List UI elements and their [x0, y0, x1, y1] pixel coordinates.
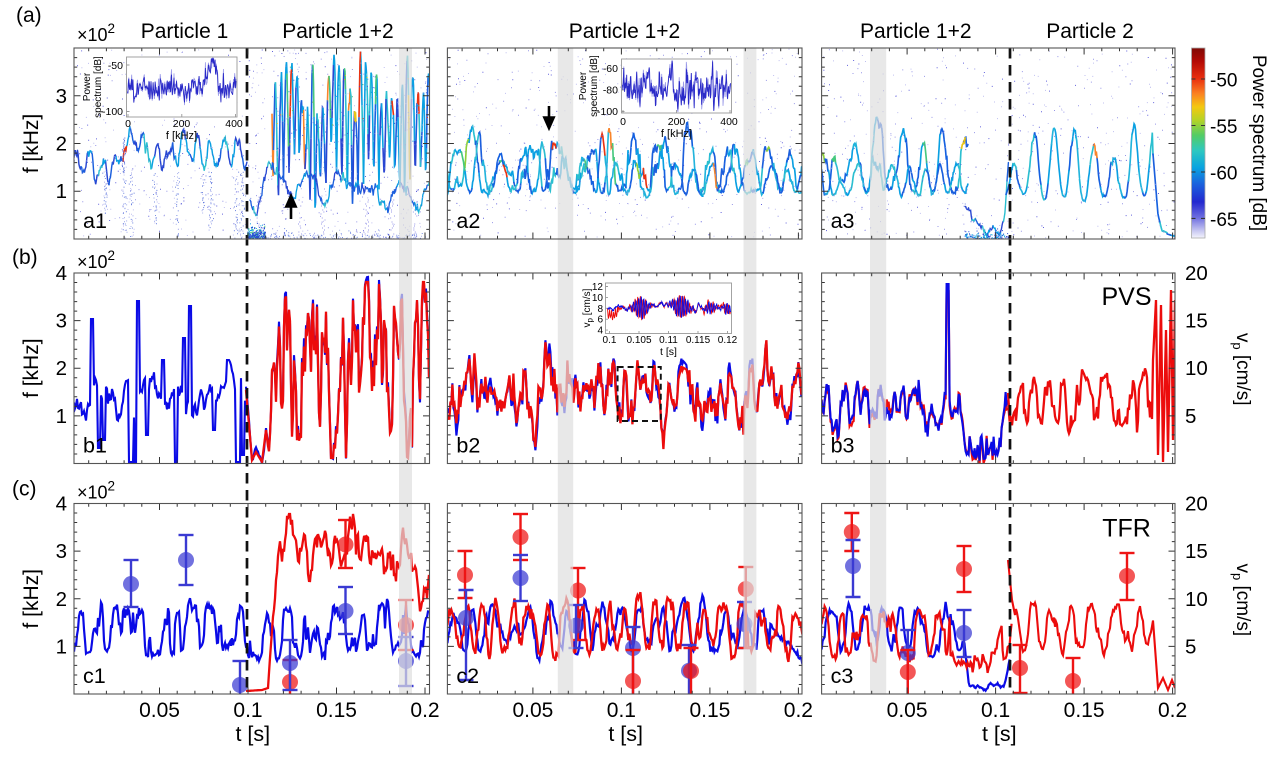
svg-text:4: 4: [597, 326, 603, 337]
svg-text:0.05: 0.05: [139, 699, 180, 722]
svg-text:0.15: 0.15: [1064, 699, 1105, 722]
svg-text:(c): (c): [12, 478, 37, 501]
svg-text:t [s]: t [s]: [982, 722, 1017, 746]
svg-text:-65: -65: [1210, 210, 1237, 231]
svg-text:b2: b2: [456, 434, 480, 458]
svg-text:spectrum [dB]: spectrum [dB]: [589, 55, 600, 117]
svg-text:5: 5: [1185, 405, 1196, 428]
svg-text:f [kHz]: f [kHz]: [661, 128, 692, 140]
svg-text:3: 3: [56, 540, 67, 563]
svg-text:PVS: PVS: [1101, 283, 1151, 311]
svg-text:0.115: 0.115: [686, 335, 711, 346]
svg-text:-50: -50: [108, 60, 123, 72]
svg-text:-100: -100: [597, 106, 618, 118]
svg-text:c3: c3: [831, 664, 854, 688]
svg-text:(a): (a): [16, 4, 42, 27]
svg-text:Power: Power: [578, 71, 589, 100]
svg-text:0.2: 0.2: [410, 699, 439, 722]
svg-text:f [kHz]: f [kHz]: [20, 338, 43, 398]
svg-text:0.15: 0.15: [689, 699, 730, 722]
svg-text:6: 6: [597, 315, 603, 326]
svg-text:vp [cm/s]: vp [cm/s]: [1230, 333, 1253, 406]
svg-text:c2: c2: [456, 664, 479, 688]
svg-text:Particle 1+2: Particle 1+2: [860, 20, 971, 43]
svg-text:20: 20: [1185, 493, 1208, 516]
svg-text:4: 4: [56, 262, 67, 285]
svg-text:15: 15: [1185, 540, 1208, 563]
svg-text:-100: -100: [102, 106, 123, 118]
svg-text:0.11: 0.11: [659, 335, 678, 346]
svg-text:0.1: 0.1: [981, 699, 1010, 722]
svg-text:0: 0: [125, 118, 131, 130]
svg-text:10: 10: [1185, 588, 1208, 611]
svg-text:TFR: TFR: [1102, 515, 1151, 543]
svg-text:3: 3: [56, 310, 67, 333]
svg-text:Particle 2: Particle 2: [1046, 20, 1134, 43]
svg-text:f [kHz]: f [kHz]: [20, 114, 43, 174]
svg-text:15: 15: [1185, 310, 1208, 333]
svg-text:-60: -60: [1210, 164, 1237, 185]
svg-text:200: 200: [173, 118, 191, 130]
svg-text:10: 10: [1185, 357, 1208, 380]
svg-text:t [s]: t [s]: [660, 346, 677, 358]
svg-text:a1: a1: [83, 209, 107, 233]
svg-text:12: 12: [592, 282, 604, 293]
svg-text:Particle 1: Particle 1: [141, 20, 229, 43]
svg-text:0.15: 0.15: [316, 699, 357, 722]
svg-text:-80: -80: [603, 85, 618, 97]
svg-text:1: 1: [56, 180, 67, 203]
svg-text:vp [cm/s]: vp [cm/s]: [1230, 563, 1253, 636]
svg-text:c1: c1: [83, 664, 106, 688]
svg-text:f [kHz]: f [kHz]: [20, 569, 43, 629]
svg-text:20: 20: [1185, 262, 1208, 285]
svg-text:10: 10: [592, 293, 604, 304]
svg-text:0.105: 0.105: [626, 335, 651, 346]
svg-text:2: 2: [56, 133, 67, 156]
svg-text:b3: b3: [831, 434, 855, 458]
svg-text:0.12: 0.12: [718, 335, 738, 346]
svg-text:2: 2: [56, 357, 67, 380]
svg-text:0.2: 0.2: [784, 699, 813, 722]
svg-text:2: 2: [56, 588, 67, 611]
svg-text:1: 1: [56, 405, 67, 428]
svg-text:b1: b1: [83, 434, 107, 458]
svg-text:8: 8: [597, 304, 603, 315]
svg-text:5: 5: [1185, 635, 1196, 658]
svg-text:Power: Power: [82, 72, 93, 101]
svg-text:-55: -55: [1210, 117, 1237, 138]
svg-text:t [s]: t [s]: [235, 722, 270, 746]
svg-text:400: 400: [225, 118, 243, 130]
svg-text:a2: a2: [456, 209, 480, 233]
svg-text:0.05: 0.05: [512, 699, 553, 722]
svg-text:0: 0: [620, 116, 626, 128]
svg-text:0.05: 0.05: [887, 699, 928, 722]
svg-text:1: 1: [56, 635, 67, 658]
svg-text:4: 4: [56, 493, 67, 516]
svg-text:400: 400: [720, 116, 738, 128]
svg-text:Particle 1+2: Particle 1+2: [282, 20, 393, 43]
svg-text:f [kHz]: f [kHz]: [166, 130, 197, 142]
svg-text:3: 3: [56, 85, 67, 108]
svg-text:0.1: 0.1: [233, 699, 262, 722]
svg-text:t [s]: t [s]: [608, 722, 643, 746]
svg-text:Particle 1+2: Particle 1+2: [569, 20, 680, 43]
svg-text:0.2: 0.2: [1158, 699, 1187, 722]
svg-text:-60: -60: [603, 63, 618, 75]
svg-text:200: 200: [668, 116, 686, 128]
svg-text:-50: -50: [1210, 71, 1237, 92]
svg-text:spectrum [dB]: spectrum [dB]: [93, 56, 104, 118]
svg-text:(b): (b): [12, 246, 38, 269]
svg-text:0.1: 0.1: [603, 335, 617, 346]
svg-text:a3: a3: [831, 209, 855, 233]
svg-text:0.1: 0.1: [607, 699, 636, 722]
svg-text:vp [cm/s]: vp [cm/s]: [582, 288, 595, 327]
svg-text:Power spectrum [dB]: Power spectrum [dB]: [1248, 55, 1269, 231]
